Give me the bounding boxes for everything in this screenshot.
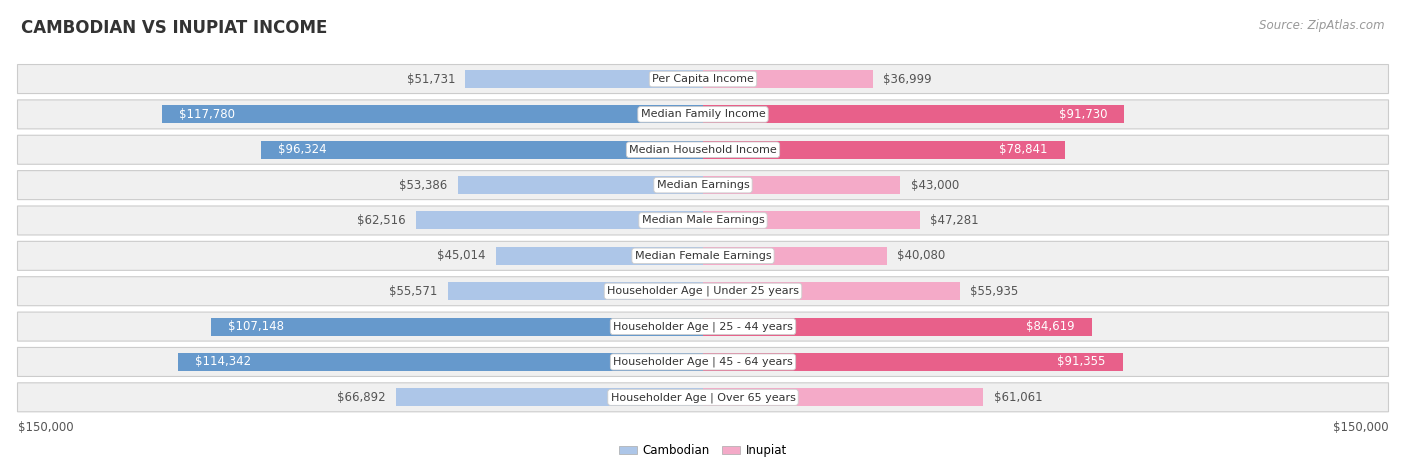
Bar: [395, 389, 703, 406]
Bar: [260, 141, 703, 159]
Text: $117,780: $117,780: [180, 108, 235, 121]
Text: $53,386: $53,386: [399, 178, 447, 191]
Text: $96,324: $96,324: [278, 143, 326, 156]
Bar: [447, 282, 703, 300]
Text: $47,281: $47,281: [931, 214, 979, 227]
FancyBboxPatch shape: [17, 312, 1389, 341]
Text: $150,000: $150,000: [17, 421, 73, 434]
FancyBboxPatch shape: [17, 170, 1389, 199]
Text: $114,342: $114,342: [195, 355, 252, 368]
Text: $66,892: $66,892: [337, 391, 385, 404]
Text: $61,061: $61,061: [994, 391, 1042, 404]
Text: Median Earnings: Median Earnings: [657, 180, 749, 190]
Bar: [703, 70, 873, 88]
Text: $91,355: $91,355: [1057, 355, 1105, 368]
Bar: [703, 318, 1091, 336]
Bar: [703, 247, 887, 265]
Bar: [465, 70, 703, 88]
Bar: [703, 212, 920, 229]
Text: $55,935: $55,935: [970, 285, 1018, 298]
Text: $84,619: $84,619: [1026, 320, 1074, 333]
Bar: [703, 141, 1066, 159]
Bar: [703, 389, 983, 406]
Text: Householder Age | Under 25 years: Householder Age | Under 25 years: [607, 286, 799, 297]
FancyBboxPatch shape: [17, 241, 1389, 270]
Text: Median Female Earnings: Median Female Earnings: [634, 251, 772, 261]
Bar: [416, 212, 703, 229]
FancyBboxPatch shape: [17, 347, 1389, 376]
Bar: [703, 106, 1125, 123]
Bar: [703, 353, 1122, 371]
Text: $43,000: $43,000: [911, 178, 959, 191]
Text: $51,731: $51,731: [406, 72, 456, 85]
Text: $91,730: $91,730: [1059, 108, 1107, 121]
Bar: [211, 318, 703, 336]
FancyBboxPatch shape: [17, 135, 1389, 164]
Text: $150,000: $150,000: [1333, 421, 1389, 434]
FancyBboxPatch shape: [17, 206, 1389, 235]
Text: $45,014: $45,014: [437, 249, 486, 262]
Text: $107,148: $107,148: [228, 320, 284, 333]
Text: $55,571: $55,571: [389, 285, 437, 298]
Text: Householder Age | 25 - 44 years: Householder Age | 25 - 44 years: [613, 321, 793, 332]
Text: CAMBODIAN VS INUPIAT INCOME: CAMBODIAN VS INUPIAT INCOME: [21, 19, 328, 37]
Text: Median Household Income: Median Household Income: [628, 145, 778, 155]
Bar: [703, 282, 960, 300]
Bar: [703, 176, 900, 194]
Text: $62,516: $62,516: [357, 214, 405, 227]
FancyBboxPatch shape: [17, 64, 1389, 93]
FancyBboxPatch shape: [17, 383, 1389, 412]
Text: Householder Age | 45 - 64 years: Householder Age | 45 - 64 years: [613, 357, 793, 367]
Text: Median Family Income: Median Family Income: [641, 109, 765, 120]
Text: Median Male Earnings: Median Male Earnings: [641, 215, 765, 226]
Text: Householder Age | Over 65 years: Householder Age | Over 65 years: [610, 392, 796, 403]
Text: $36,999: $36,999: [883, 72, 932, 85]
Bar: [177, 353, 703, 371]
Bar: [496, 247, 703, 265]
FancyBboxPatch shape: [17, 277, 1389, 306]
Bar: [162, 106, 703, 123]
Text: $40,080: $40,080: [897, 249, 946, 262]
Text: Source: ZipAtlas.com: Source: ZipAtlas.com: [1260, 19, 1385, 32]
Bar: [458, 176, 703, 194]
Text: Per Capita Income: Per Capita Income: [652, 74, 754, 84]
Text: $78,841: $78,841: [1000, 143, 1047, 156]
Legend: Cambodian, Inupiat: Cambodian, Inupiat: [614, 439, 792, 462]
FancyBboxPatch shape: [17, 100, 1389, 129]
